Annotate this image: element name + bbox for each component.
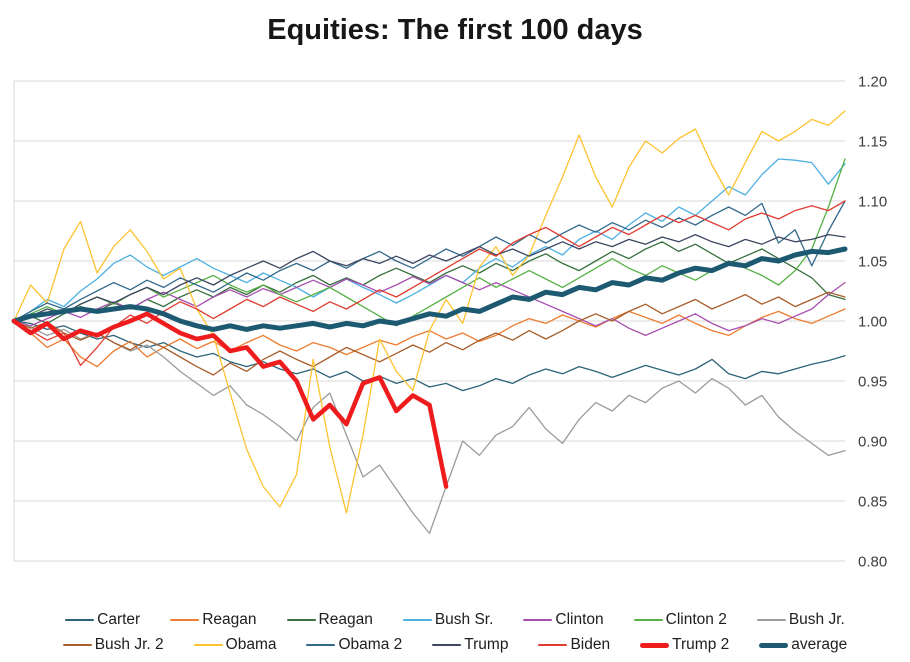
y-tick-label: 0.85 — [858, 494, 887, 511]
legend-label: Bush Sr. — [434, 611, 494, 628]
legend-label: Clinton — [555, 611, 604, 628]
series-line-obama — [13, 110, 846, 514]
legend-label: Bush Jr. — [788, 611, 845, 628]
legend-swatch-icon — [640, 642, 670, 648]
legend-label: Bush Jr. 2 — [94, 636, 164, 653]
y-tick-label: 0.80 — [858, 554, 887, 571]
legend-swatch-icon — [523, 619, 553, 621]
legend-item-reagan: Reagan — [170, 611, 257, 629]
y-tick-label: 0.90 — [858, 434, 887, 451]
series-line-clinton — [13, 274, 846, 337]
y-tick-label: 1.05 — [858, 254, 887, 271]
y-tick-label: 1.00 — [858, 314, 887, 331]
series-line-clinton-2 — [13, 158, 846, 327]
series-line-trump-2 — [11, 311, 449, 489]
y-tick-label: 1.15 — [858, 134, 887, 151]
series-line-reagan — [13, 241, 846, 325]
legend-swatch-icon — [633, 619, 663, 621]
legend-item-reagan: Reagan — [286, 611, 373, 629]
legend-swatch-icon — [759, 642, 789, 648]
series-line-obama-2 — [13, 200, 846, 322]
series-line-average — [11, 246, 848, 332]
legend-label: Clinton 2 — [665, 611, 727, 628]
legend-item-trump: Trump — [432, 636, 508, 654]
legend-label: Trump 2 — [672, 636, 730, 653]
legend-item-carter: Carter — [65, 611, 140, 629]
legend-item-bush-sr-: Bush Sr. — [402, 611, 494, 629]
legend-swatch-icon — [402, 619, 432, 621]
legend-swatch-icon — [170, 619, 200, 621]
legend-swatch-icon — [286, 619, 316, 621]
legend-swatch-icon — [65, 619, 95, 621]
legend-label: Obama 2 — [338, 636, 403, 653]
series-line-bush-jr-2 — [13, 291, 846, 376]
series-line-trump — [13, 233, 846, 322]
legend-row-2: Bush Jr. 2 Obama Obama 2 Trump Biden Trump 2 a… — [0, 636, 910, 654]
legend-item-bush-jr-2: Bush Jr. 2 — [62, 636, 164, 654]
legend-swatch-icon — [756, 619, 786, 621]
series-line-bush-sr- — [13, 158, 846, 322]
y-tick-label: 1.10 — [858, 194, 887, 211]
legend-label: Trump — [464, 636, 509, 653]
legend-row-1: Carter Reagan Reagan Bush Sr. Clinton Clinton… — [0, 611, 910, 629]
legend-swatch-icon — [306, 644, 336, 646]
legend-swatch-icon — [432, 644, 462, 646]
legend-swatch-icon — [62, 644, 92, 646]
legend-label: Carter — [97, 611, 141, 628]
legend-label: average — [791, 636, 848, 653]
legend-label: Reagan — [202, 611, 257, 628]
legend-swatch-icon — [193, 644, 223, 646]
legend-item-clinton-2: Clinton 2 — [633, 611, 727, 629]
legend-label: Reagan — [318, 611, 373, 628]
series-line-carter — [13, 320, 846, 392]
chart-title: Equities: The first 100 days — [267, 14, 643, 46]
legend-label: Obama — [225, 636, 277, 653]
legend-item-bush-jr-: Bush Jr. — [756, 611, 845, 629]
series-line-bush-jr- — [13, 320, 846, 535]
y-tick-label: 0.95 — [858, 374, 887, 391]
legend-item-clinton: Clinton — [523, 611, 604, 629]
chart-legend: Carter Reagan Reagan Bush Sr. Clinton Clinton… — [0, 611, 910, 654]
legend-item-obama-2: Obama 2 — [306, 636, 402, 654]
legend-swatch-icon — [538, 644, 568, 646]
legend-label: Biden — [570, 636, 611, 653]
legend-item-trump-2: Trump 2 — [640, 636, 729, 654]
legend-item-biden: Biden — [538, 636, 610, 654]
legend-item-average: average — [759, 636, 847, 654]
y-tick-label: 1.20 — [858, 74, 887, 91]
legend-item-obama: Obama — [193, 636, 277, 654]
